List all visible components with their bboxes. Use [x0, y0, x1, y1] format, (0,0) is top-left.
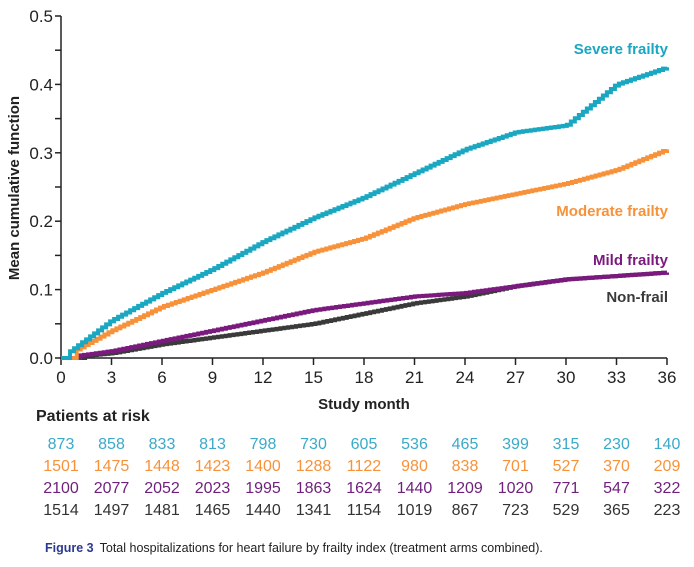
x-tick-label: 21 — [405, 368, 424, 387]
x-tick-label: 24 — [456, 368, 475, 387]
risk-cell: 2023 — [194, 480, 231, 497]
risk-cell: 1514 — [43, 502, 79, 519]
x-tick-label: 36 — [658, 368, 677, 387]
risk-cell: 322 — [653, 480, 681, 497]
series-label-severe-frailty: Severe frailty — [574, 41, 669, 58]
risk-cell: 1497 — [93, 502, 130, 519]
patients-at-risk-table: Patients at risk 873 858 833 813 798 730 605 53… — [0, 405, 694, 530]
series-label-non-frail: Non-frail — [606, 289, 668, 306]
risk-cell: 980 — [401, 458, 428, 475]
risk-cell: 465 — [451, 436, 479, 453]
x-tick-label: 6 — [157, 368, 166, 387]
x-tick-label: 9 — [208, 368, 217, 387]
risk-cell: 547 — [603, 480, 630, 497]
caption-text: Total hospitalizations for heart failure… — [99, 541, 543, 555]
risk-cell: 1501 — [43, 458, 79, 475]
risk-row-mild-frailty: 2100 2077 2052 2023 1995 1863 1624 1440 1209 1020… — [0, 480, 694, 502]
x-tick-label: 12 — [254, 368, 273, 387]
risk-cell: 1624 — [346, 480, 382, 497]
x-tick-label: 0 — [56, 368, 65, 387]
risk-cell: 529 — [552, 502, 580, 519]
y-tick-label: 0.5 — [29, 7, 53, 26]
risk-cell: 1122 — [346, 458, 382, 475]
risk-cell: 1995 — [245, 480, 281, 497]
x-tick-label: 33 — [607, 368, 626, 387]
series-label-mild-frailty: Mild frailty — [593, 252, 669, 269]
risk-cell: 798 — [249, 436, 277, 453]
risk-cell: 370 — [603, 458, 630, 475]
risk-cell: 858 — [98, 436, 125, 453]
risk-cell: 1288 — [295, 458, 332, 475]
risk-cell: 365 — [603, 502, 630, 519]
risk-cell: 605 — [350, 436, 378, 453]
y-tick-label: 0.4 — [29, 75, 53, 94]
mcf-chart: 0.00.10.20.30.40.50 3 6 9 12 15 18 21 24 27 30 33 36… — [6, 7, 676, 413]
risk-cell: 867 — [451, 502, 479, 519]
risk-cell: 1440 — [396, 480, 433, 497]
series-label-moderate-frailty: Moderate frailty — [556, 203, 668, 220]
risk-cell: 730 — [300, 436, 327, 453]
risk-row-severe-frailty: 873 858 833 813 798 730 605 536 465 399 315 230 140 — [0, 436, 694, 458]
risk-cell: 873 — [47, 436, 75, 453]
series-line-moderate-frailty — [61, 148, 669, 360]
x-tick-label: 15 — [304, 368, 323, 387]
risk-cell: 1423 — [194, 458, 231, 475]
risk-cell: 1465 — [194, 502, 231, 519]
risk-row-moderate-frailty: 1501 1475 1448 1423 1400 1288 1122 980 838 701 527… — [0, 458, 694, 480]
risk-cell: 838 — [451, 458, 479, 475]
risk-cell: 1209 — [447, 480, 483, 497]
risk-cell: 536 — [401, 436, 428, 453]
x-tick-label: 18 — [355, 368, 374, 387]
risk-cell: 2052 — [144, 480, 180, 497]
risk-cell: 399 — [502, 436, 529, 453]
risk-cell: 1440 — [245, 502, 281, 519]
figure-caption: Figure 3 Total hospitalizations for heart… — [45, 541, 543, 555]
series-line-mild-frailty — [61, 270, 669, 360]
risk-cell: 1341 — [295, 502, 332, 519]
risk-cell: 223 — [653, 502, 681, 519]
x-tick-label: 27 — [506, 368, 525, 387]
risk-cell: 813 — [199, 436, 226, 453]
risk-cell: 1475 — [93, 458, 130, 475]
risk-cell: 1019 — [396, 502, 433, 519]
risk-cell: 230 — [603, 436, 630, 453]
risk-cell: 1400 — [245, 458, 281, 475]
y-axis-title: Mean cumulative function — [6, 96, 23, 280]
risk-cell: 527 — [552, 458, 580, 475]
x-axis-title: Study month — [318, 396, 410, 413]
series-layer — [61, 66, 669, 360]
y-tick-label: 0.2 — [29, 212, 53, 231]
risk-cell: 771 — [552, 480, 580, 497]
axes: 0.00.10.20.30.40.50 3 6 9 12 15 18 21 24 27 30 33 36 — [29, 7, 676, 387]
risk-row-non-frail: 1514 1497 1481 1465 1440 1341 1154 1019 867 723 52… — [0, 502, 694, 524]
risk-cell: 1020 — [497, 480, 534, 497]
series-labels: Severe frailty Moderate frailty Mild frail… — [556, 41, 668, 306]
risk-cell: 723 — [502, 502, 529, 519]
risk-cell: 140 — [653, 436, 681, 453]
figure-number: Figure 3 — [45, 541, 94, 555]
x-tick-label: 3 — [107, 368, 116, 387]
risk-cell: 1154 — [346, 502, 382, 519]
risk-cell: 701 — [502, 458, 529, 475]
risk-table-title: Patients at risk — [36, 408, 150, 425]
risk-cell: 209 — [653, 458, 681, 475]
series-line-severe-frailty — [61, 66, 669, 360]
risk-cell: 315 — [552, 436, 580, 453]
y-tick-label: 0.1 — [29, 281, 53, 300]
risk-cell: 2077 — [93, 480, 130, 497]
risk-cell: 1863 — [295, 480, 332, 497]
risk-cell: 2100 — [43, 480, 79, 497]
y-tick-label: 0.0 — [29, 349, 53, 368]
y-tick-label: 0.3 — [29, 144, 53, 163]
x-tick-label: 30 — [557, 368, 576, 387]
risk-cell: 1448 — [144, 458, 180, 475]
risk-cell: 1481 — [144, 502, 180, 519]
risk-cell: 833 — [148, 436, 176, 453]
